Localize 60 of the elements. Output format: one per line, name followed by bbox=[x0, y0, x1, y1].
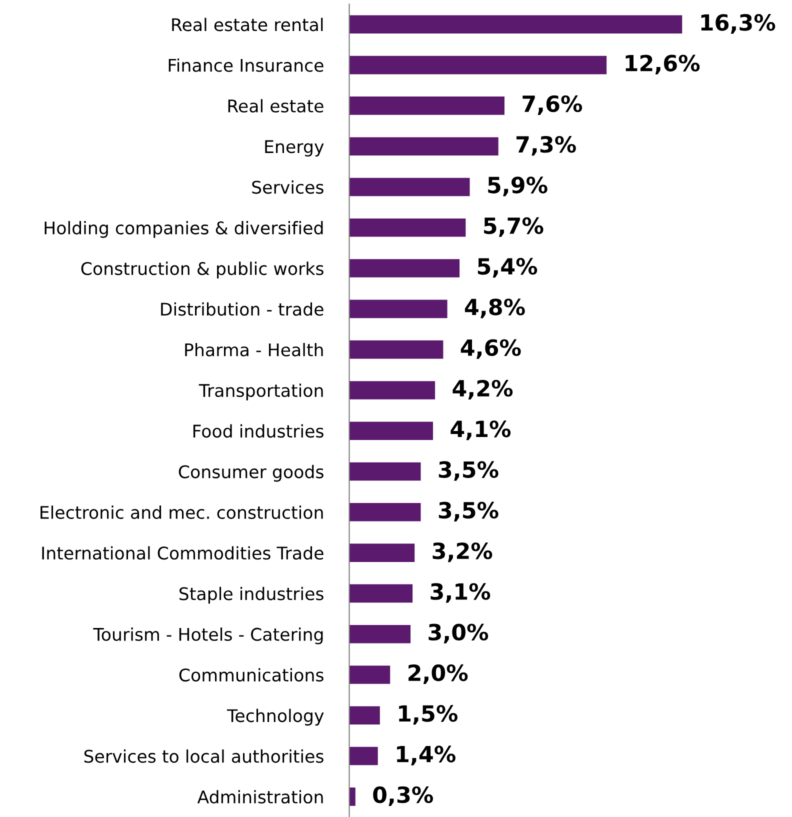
bar bbox=[349, 422, 433, 440]
data-label: 2,0% bbox=[408, 664, 468, 684]
data-label: 5,7% bbox=[484, 217, 544, 237]
bar bbox=[349, 746, 378, 766]
data-label: 1,5% bbox=[399, 705, 458, 725]
data-label: 3,5% bbox=[438, 502, 498, 522]
bar bbox=[349, 137, 498, 156]
y-tick-label: Construction & public works bbox=[81, 262, 324, 278]
bar bbox=[349, 462, 421, 481]
bar bbox=[349, 544, 415, 562]
y-tick-label: Holding companies & diversified bbox=[44, 221, 323, 238]
data-label: 4,2% bbox=[452, 380, 513, 400]
data-label: 1,4% bbox=[397, 746, 456, 766]
data-label: 3,1% bbox=[430, 583, 490, 603]
data-label: 3,0% bbox=[428, 624, 488, 644]
bar bbox=[349, 15, 682, 34]
bar bbox=[349, 706, 380, 725]
bar bbox=[349, 624, 411, 644]
bar bbox=[349, 259, 460, 278]
data-label: 4,8% bbox=[464, 298, 525, 318]
data-label: 3,2% bbox=[432, 542, 492, 562]
y-tick-label: Energy bbox=[265, 140, 324, 157]
data-label: 4,6% bbox=[460, 339, 521, 359]
data-label: 4,1% bbox=[450, 420, 511, 440]
bar bbox=[349, 218, 466, 237]
bar bbox=[349, 503, 421, 522]
data-label: 5,4% bbox=[478, 258, 538, 278]
data-label: 16,3% bbox=[701, 14, 776, 34]
y-tick-label: Tourism - Hotels - Catering bbox=[93, 628, 323, 644]
y-tick-label: Pharma - Health bbox=[185, 342, 323, 356]
data-label: 7,3% bbox=[516, 136, 576, 156]
y-tick-label: Electronic and mec. construction bbox=[40, 506, 323, 519]
bar bbox=[349, 788, 356, 806]
bar bbox=[349, 666, 390, 684]
data-label: 3,5% bbox=[438, 461, 498, 481]
y-tick-label: Transportation bbox=[198, 384, 323, 400]
data-label: 12,6% bbox=[626, 54, 700, 74]
data-label: 7,6% bbox=[522, 95, 582, 115]
bar bbox=[349, 584, 413, 603]
bar bbox=[349, 340, 444, 359]
bar bbox=[349, 178, 470, 196]
y-tick-label: Communications bbox=[179, 668, 324, 682]
y-tick-label: Services to local authorities bbox=[84, 749, 324, 763]
data-label: 0,3% bbox=[373, 786, 433, 806]
y-tick-label: Consumer goods bbox=[178, 464, 324, 482]
bar bbox=[349, 300, 448, 318]
y-tick-label: Technology bbox=[226, 708, 324, 726]
bar bbox=[349, 381, 436, 400]
data-label: 5,9% bbox=[488, 176, 548, 196]
y-tick-label: Staple industries bbox=[180, 586, 324, 604]
bar bbox=[349, 56, 607, 74]
y-tick-label: Real estate rental bbox=[172, 18, 323, 32]
bar bbox=[349, 96, 504, 115]
y-tick-label: International Commodities Trade bbox=[42, 546, 324, 560]
y-tick-label: Administration bbox=[197, 790, 323, 804]
y-tick-label: Food industries bbox=[193, 424, 324, 438]
y-tick-label: Services bbox=[252, 180, 324, 194]
y-tick-label: Distribution - trade bbox=[161, 302, 324, 316]
y-tick-label: Finance Insurance bbox=[168, 58, 324, 72]
y-tick-label: Real estate bbox=[228, 99, 324, 113]
